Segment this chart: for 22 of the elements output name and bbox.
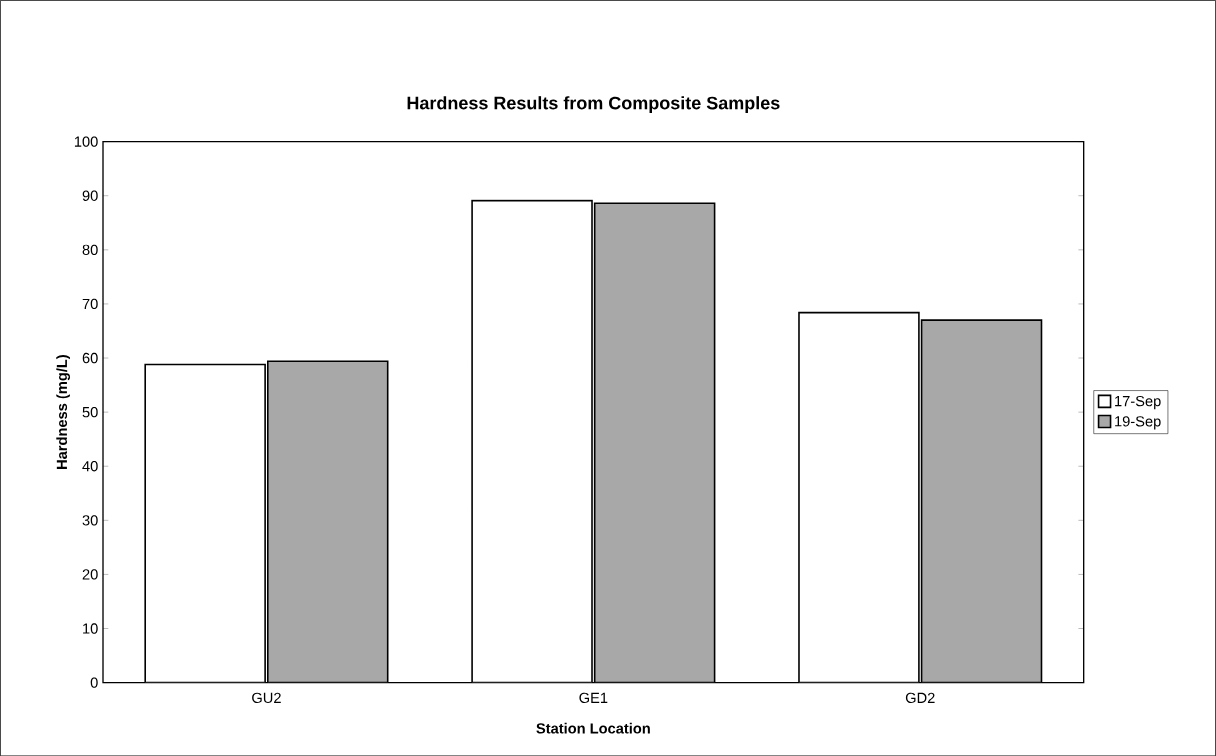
x-tick-label: GU2: [252, 692, 281, 703]
legend-label: 19-Sep: [1115, 416, 1161, 430]
y-tick-label: 0: [90, 677, 98, 688]
text: 17-Sep: [1115, 395, 1161, 410]
x-tick-label: GE1: [579, 692, 608, 703]
y-tick-label: 80: [82, 244, 98, 255]
chart-title: Hardness Results from Composite Samples: [407, 96, 780, 113]
y-tick-label: 20: [82, 569, 98, 580]
bar: [920, 319, 1043, 683]
y-tick-label: 100: [74, 136, 98, 147]
y-tick-label: 30: [82, 515, 98, 526]
y-tick-label: 90: [82, 190, 98, 201]
bar: [266, 360, 389, 683]
bar: [593, 202, 716, 683]
y-tick-label: 60: [82, 352, 98, 364]
y-axis-title: Hardness (mg/L): [56, 354, 71, 469]
y-tick-label: 50: [82, 406, 98, 418]
y-tick-label: 40: [82, 460, 98, 472]
x-tick-label: GD2: [905, 692, 935, 703]
y-tick-label: 70: [82, 298, 98, 309]
y-tick-label: 10: [83, 623, 98, 634]
x-axis-title: Station Location: [536, 722, 650, 734]
